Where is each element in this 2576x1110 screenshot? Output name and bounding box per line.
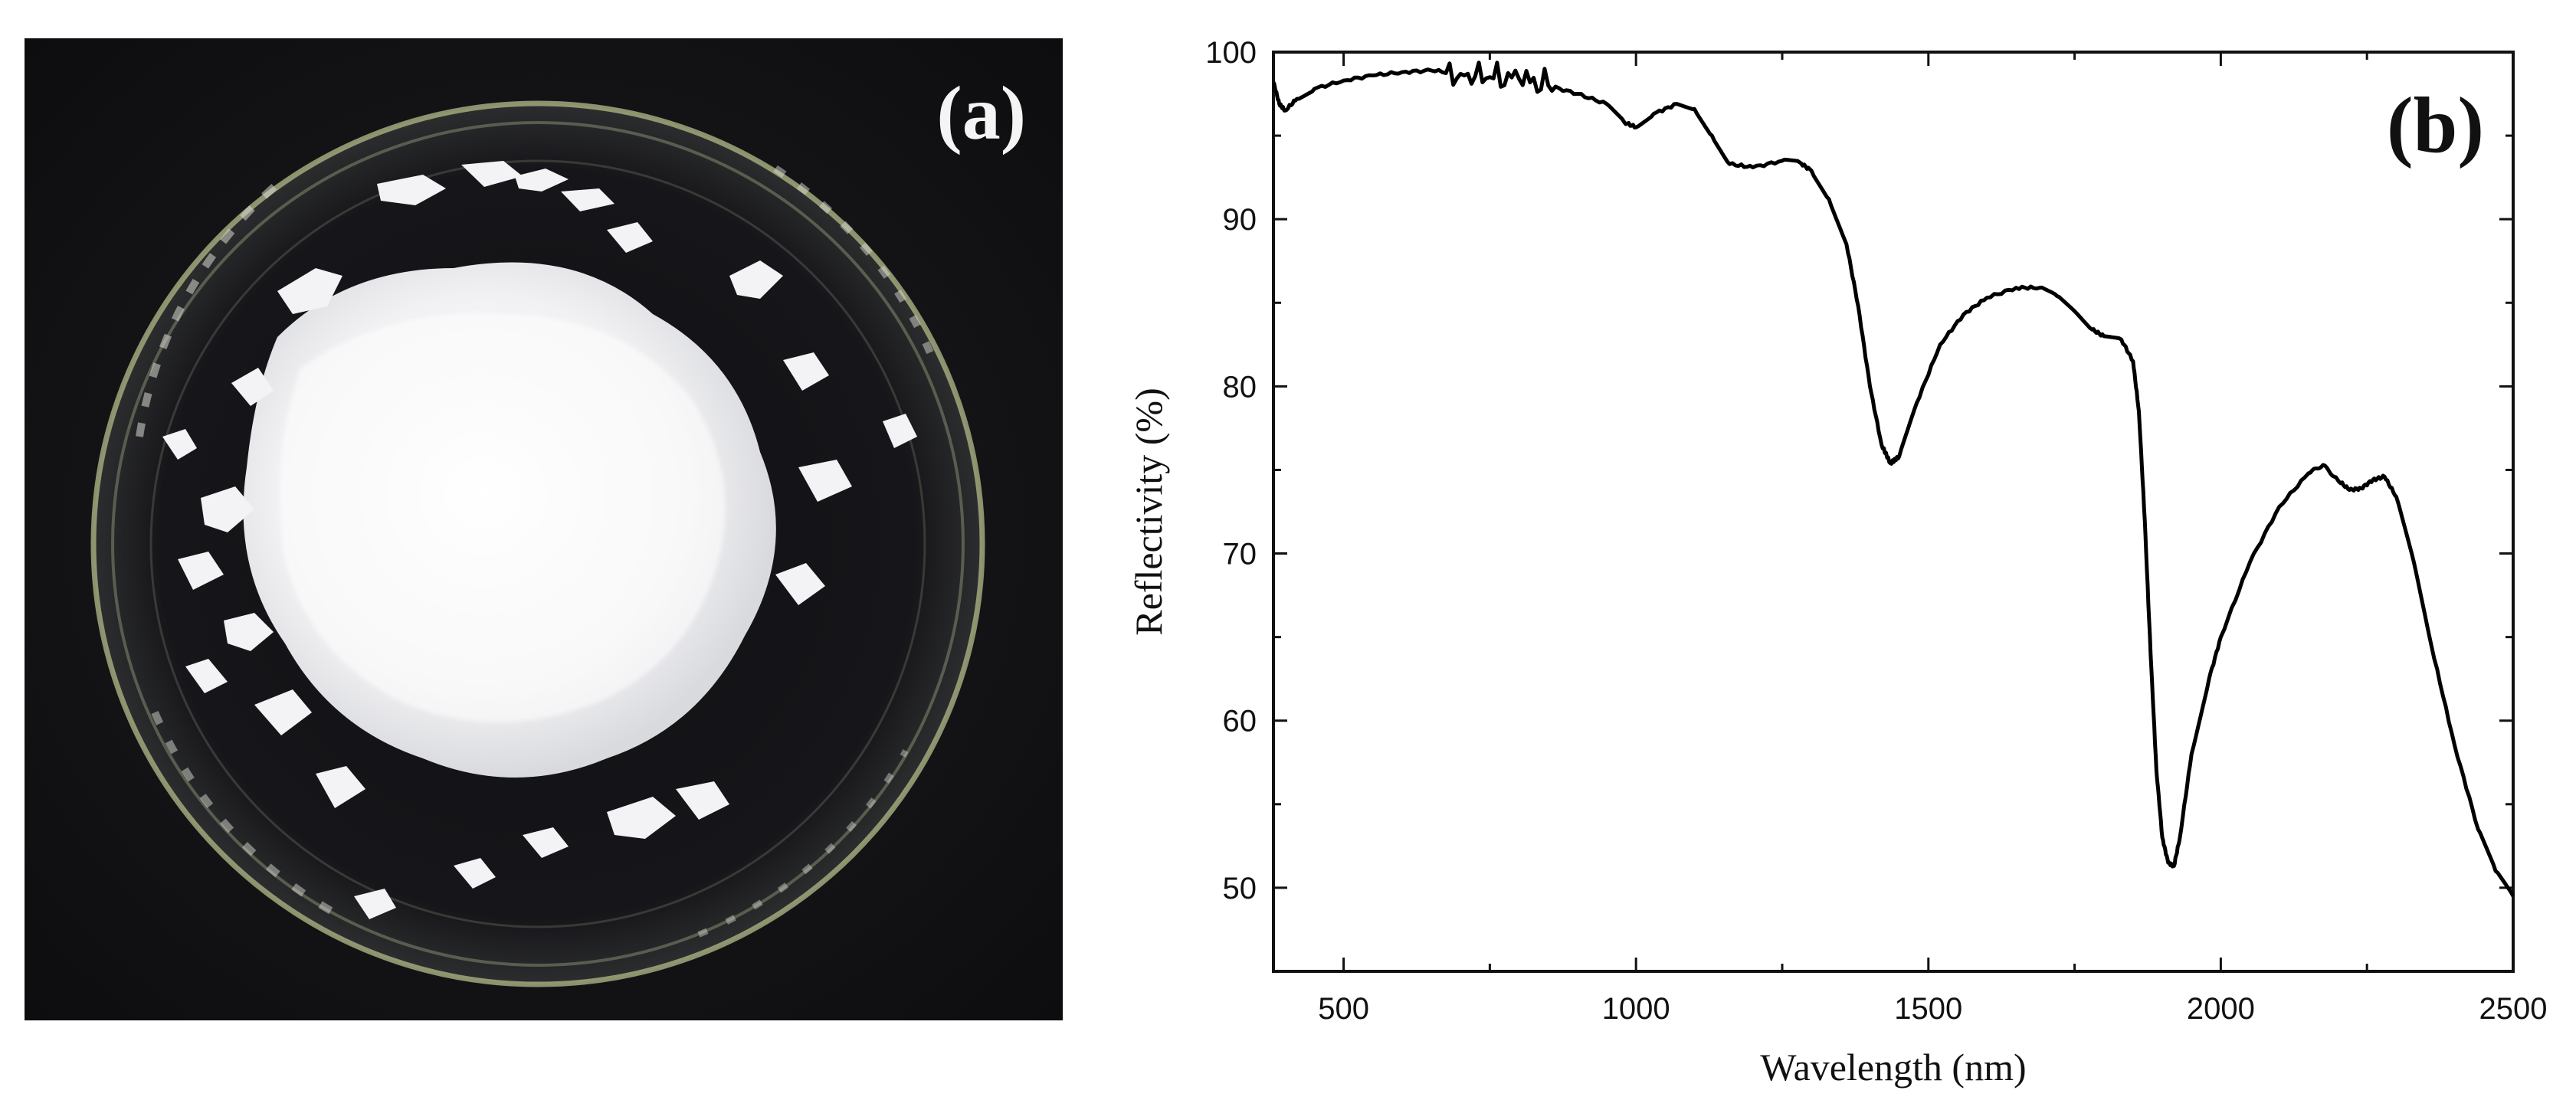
y-tick-label: 90 <box>1223 203 1257 237</box>
plot-frame <box>1272 51 2515 973</box>
x-tick-label: 2500 <box>2479 992 2548 1026</box>
reflectivity-series-line <box>1271 61 2515 898</box>
panel-a-label: (a) <box>936 70 1026 156</box>
y-axis-title: Reflectivity (%) <box>1127 388 1170 636</box>
axis-ticks <box>1273 51 2515 971</box>
x-tick-label: 2000 <box>2187 992 2255 1026</box>
y-tick-label: 70 <box>1223 538 1257 571</box>
x-tick-label: 1500 <box>1894 992 1962 1026</box>
photo-panel: (a) <box>25 38 1063 1020</box>
y-tick-label: 80 <box>1223 370 1257 404</box>
panel-b-label: (b) <box>2387 81 2484 169</box>
y-tick-label: 100 <box>1205 36 1257 70</box>
petri-dish-with-white-powder-photo <box>25 38 1063 1020</box>
y-tick-label: 50 <box>1223 872 1257 905</box>
x-axis-title: Wavelength (nm) <box>1760 1046 2026 1089</box>
reflectivity-chart: 500 1000 1500 2000 2500 50 60 70 80 90 100 Wavelen… <box>1127 36 2547 1089</box>
powder-flakes <box>162 161 917 919</box>
y-tick-label: 60 <box>1223 705 1257 738</box>
chart-panel: 500 1000 1500 2000 2500 50 60 70 80 90 100 Wavelen… <box>1080 0 2576 1110</box>
x-tick-label: 1000 <box>1602 992 1670 1026</box>
white-powder-mound <box>243 262 776 778</box>
x-tick-label: 500 <box>1318 992 1369 1026</box>
axis-tick-labels: 500 1000 1500 2000 2500 50 60 70 80 90 100 <box>1205 36 2547 1026</box>
